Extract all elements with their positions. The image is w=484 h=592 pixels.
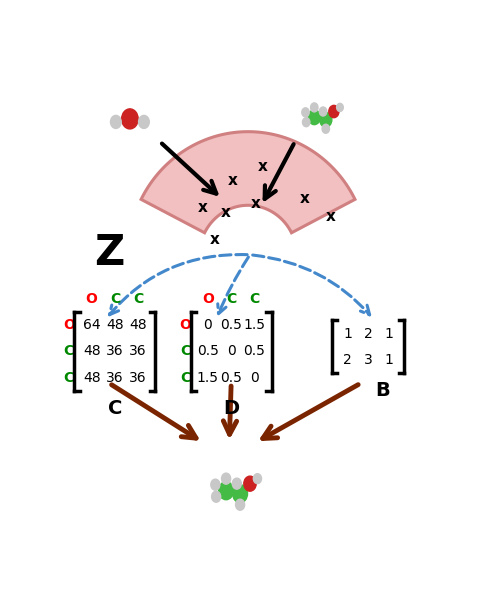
Circle shape [322, 124, 330, 133]
Text: O: O [63, 318, 75, 332]
Text: C: C [226, 292, 236, 306]
Text: C: C [133, 292, 143, 306]
Polygon shape [141, 131, 355, 233]
Text: 0: 0 [204, 318, 212, 332]
Text: x: x [198, 200, 208, 215]
Circle shape [138, 115, 149, 128]
Circle shape [110, 115, 121, 128]
Circle shape [336, 104, 343, 111]
Text: x: x [210, 232, 219, 247]
Circle shape [302, 118, 310, 127]
Text: O: O [202, 292, 214, 306]
Text: 2: 2 [343, 353, 352, 367]
Text: C: C [63, 345, 74, 358]
Circle shape [222, 473, 230, 484]
Circle shape [253, 474, 261, 484]
Text: x: x [228, 173, 238, 188]
Text: 0.5: 0.5 [243, 345, 265, 358]
Circle shape [219, 482, 233, 500]
Circle shape [302, 108, 309, 117]
Text: 1: 1 [343, 327, 352, 340]
Text: C: C [110, 292, 120, 306]
Text: C: C [108, 399, 122, 418]
Text: D: D [223, 399, 239, 418]
Circle shape [329, 105, 339, 118]
Circle shape [236, 499, 244, 510]
Circle shape [244, 476, 256, 491]
Circle shape [121, 109, 138, 129]
Text: 36: 36 [129, 345, 147, 358]
Circle shape [233, 485, 247, 503]
Text: 1: 1 [384, 353, 393, 367]
Text: C: C [180, 371, 190, 385]
Circle shape [212, 491, 221, 502]
Text: x: x [300, 191, 309, 206]
Text: 48: 48 [106, 318, 124, 332]
Text: 48: 48 [129, 318, 147, 332]
Text: x: x [326, 210, 335, 224]
Text: 64: 64 [83, 318, 101, 332]
Circle shape [232, 478, 242, 489]
Text: C: C [249, 292, 259, 306]
Text: 2: 2 [363, 327, 373, 340]
Text: 0: 0 [227, 345, 236, 358]
Text: 48: 48 [83, 371, 101, 385]
Text: x: x [258, 159, 268, 174]
Text: B: B [376, 381, 391, 400]
Circle shape [308, 110, 320, 125]
Text: 0.5: 0.5 [197, 345, 219, 358]
Text: x: x [221, 205, 230, 220]
Text: O: O [86, 292, 98, 306]
Text: 36: 36 [106, 345, 124, 358]
Text: 0.5: 0.5 [220, 371, 242, 385]
Circle shape [320, 112, 332, 127]
Circle shape [319, 107, 327, 116]
Text: C: C [63, 371, 74, 385]
Text: 1: 1 [384, 327, 393, 340]
Text: 3: 3 [363, 353, 373, 367]
Text: 36: 36 [106, 371, 124, 385]
Circle shape [211, 479, 220, 490]
Text: 0: 0 [250, 371, 259, 385]
Circle shape [311, 103, 318, 112]
Text: 1.5: 1.5 [197, 371, 219, 385]
Text: C: C [180, 345, 190, 358]
Text: 0.5: 0.5 [220, 318, 242, 332]
Text: x: x [251, 196, 260, 211]
Text: O: O [179, 318, 191, 332]
Text: Z: Z [94, 233, 124, 274]
Text: 36: 36 [129, 371, 147, 385]
Text: 48: 48 [83, 345, 101, 358]
Text: 1.5: 1.5 [243, 318, 265, 332]
